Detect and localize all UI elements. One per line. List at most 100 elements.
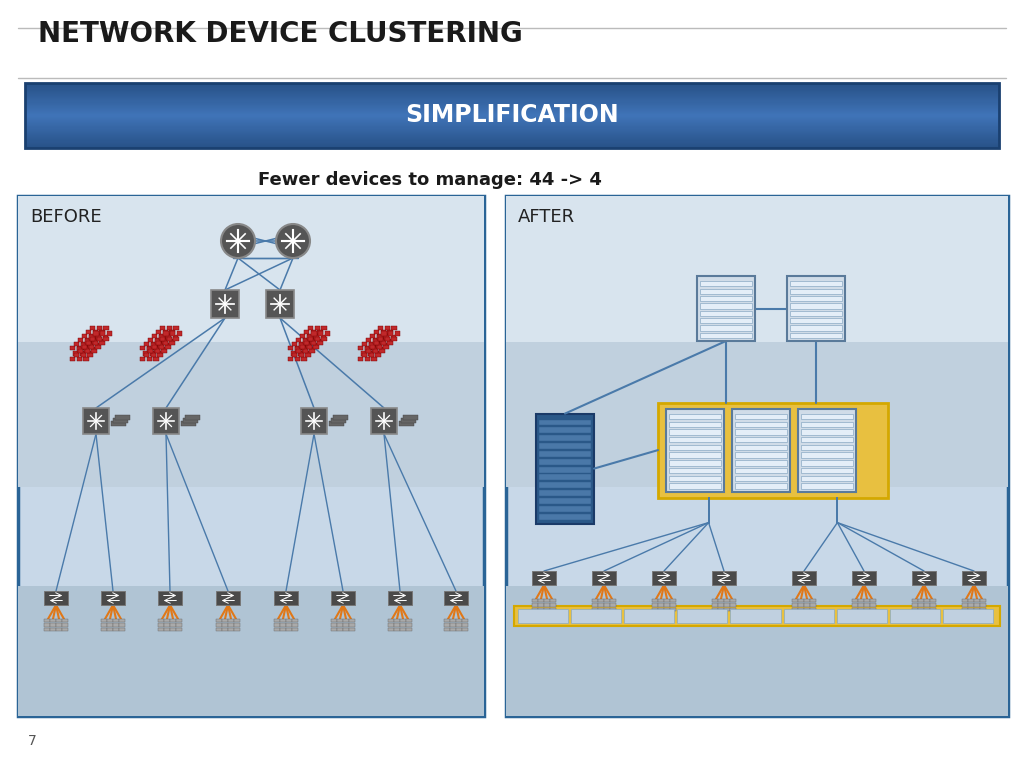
Bar xyxy=(164,331,169,336)
Bar xyxy=(962,571,986,585)
Bar xyxy=(316,339,323,343)
Bar xyxy=(266,290,294,318)
Bar xyxy=(387,330,393,334)
Bar xyxy=(444,618,450,622)
Bar xyxy=(77,346,82,350)
Bar xyxy=(25,87,999,88)
Bar xyxy=(85,349,90,353)
Bar xyxy=(155,338,160,343)
Bar xyxy=(456,618,462,622)
Bar xyxy=(372,347,378,352)
Bar xyxy=(912,598,918,602)
Bar xyxy=(539,475,591,480)
Bar xyxy=(700,296,752,301)
Bar xyxy=(450,623,456,627)
Bar xyxy=(301,346,307,350)
Bar xyxy=(539,482,591,488)
Bar xyxy=(50,618,56,622)
Bar xyxy=(377,345,382,349)
Bar xyxy=(234,623,240,627)
Bar xyxy=(365,356,370,361)
Bar xyxy=(95,345,100,349)
Bar xyxy=(288,356,294,361)
Bar xyxy=(98,339,104,343)
Bar xyxy=(78,338,84,343)
Bar xyxy=(362,342,368,346)
Bar xyxy=(349,618,355,622)
Bar xyxy=(25,94,999,95)
Bar xyxy=(25,141,999,143)
Bar xyxy=(652,607,658,611)
Bar xyxy=(804,598,810,602)
Bar xyxy=(669,475,721,481)
Bar xyxy=(930,603,936,607)
Bar xyxy=(337,627,343,631)
Bar xyxy=(376,353,381,357)
Bar xyxy=(158,618,164,622)
Bar xyxy=(25,115,999,117)
Bar xyxy=(343,627,349,631)
Bar xyxy=(810,598,816,602)
Bar xyxy=(300,334,305,339)
Bar xyxy=(274,627,280,631)
Bar xyxy=(669,429,721,435)
Bar xyxy=(571,609,622,623)
Bar xyxy=(286,623,292,627)
Bar xyxy=(539,467,591,472)
Bar xyxy=(538,607,544,611)
Bar xyxy=(90,336,95,341)
Bar xyxy=(870,603,876,607)
Bar xyxy=(81,343,87,348)
Text: BEFORE: BEFORE xyxy=(30,208,101,226)
Bar xyxy=(286,618,292,622)
Bar xyxy=(980,607,986,611)
Bar xyxy=(385,326,390,330)
Bar xyxy=(700,318,752,323)
Bar xyxy=(912,607,918,611)
Bar xyxy=(924,598,930,602)
Bar xyxy=(295,347,301,352)
Bar xyxy=(298,351,303,356)
Bar xyxy=(94,343,100,348)
Bar xyxy=(25,106,999,108)
Bar xyxy=(148,338,154,343)
Bar xyxy=(852,607,858,611)
Bar xyxy=(980,598,986,602)
Bar xyxy=(313,345,318,349)
Bar xyxy=(25,124,999,126)
Bar xyxy=(718,603,724,607)
Bar xyxy=(664,607,670,611)
Bar xyxy=(598,607,604,611)
Bar xyxy=(25,142,999,144)
Bar xyxy=(101,627,106,631)
Bar xyxy=(864,598,870,602)
Bar xyxy=(718,607,724,611)
Bar xyxy=(25,140,999,141)
Bar xyxy=(153,408,179,434)
Bar xyxy=(176,623,182,627)
Bar xyxy=(406,618,412,622)
Bar xyxy=(148,349,154,353)
Bar xyxy=(444,627,450,631)
Bar xyxy=(385,336,390,341)
Bar xyxy=(292,353,297,357)
Bar xyxy=(924,607,930,611)
Bar xyxy=(183,418,198,423)
Bar xyxy=(735,445,787,450)
Bar xyxy=(143,351,148,356)
Bar xyxy=(176,627,182,631)
Bar xyxy=(365,346,370,350)
Bar xyxy=(25,84,999,86)
Bar xyxy=(146,356,153,361)
Bar xyxy=(652,598,658,602)
Bar xyxy=(163,341,168,345)
Bar xyxy=(462,623,468,627)
Bar xyxy=(337,618,343,622)
Bar xyxy=(377,334,382,339)
Bar xyxy=(450,627,456,631)
Bar xyxy=(25,104,999,106)
Bar xyxy=(790,311,842,316)
Bar xyxy=(25,105,999,107)
Bar xyxy=(852,603,858,607)
Bar xyxy=(349,623,355,627)
